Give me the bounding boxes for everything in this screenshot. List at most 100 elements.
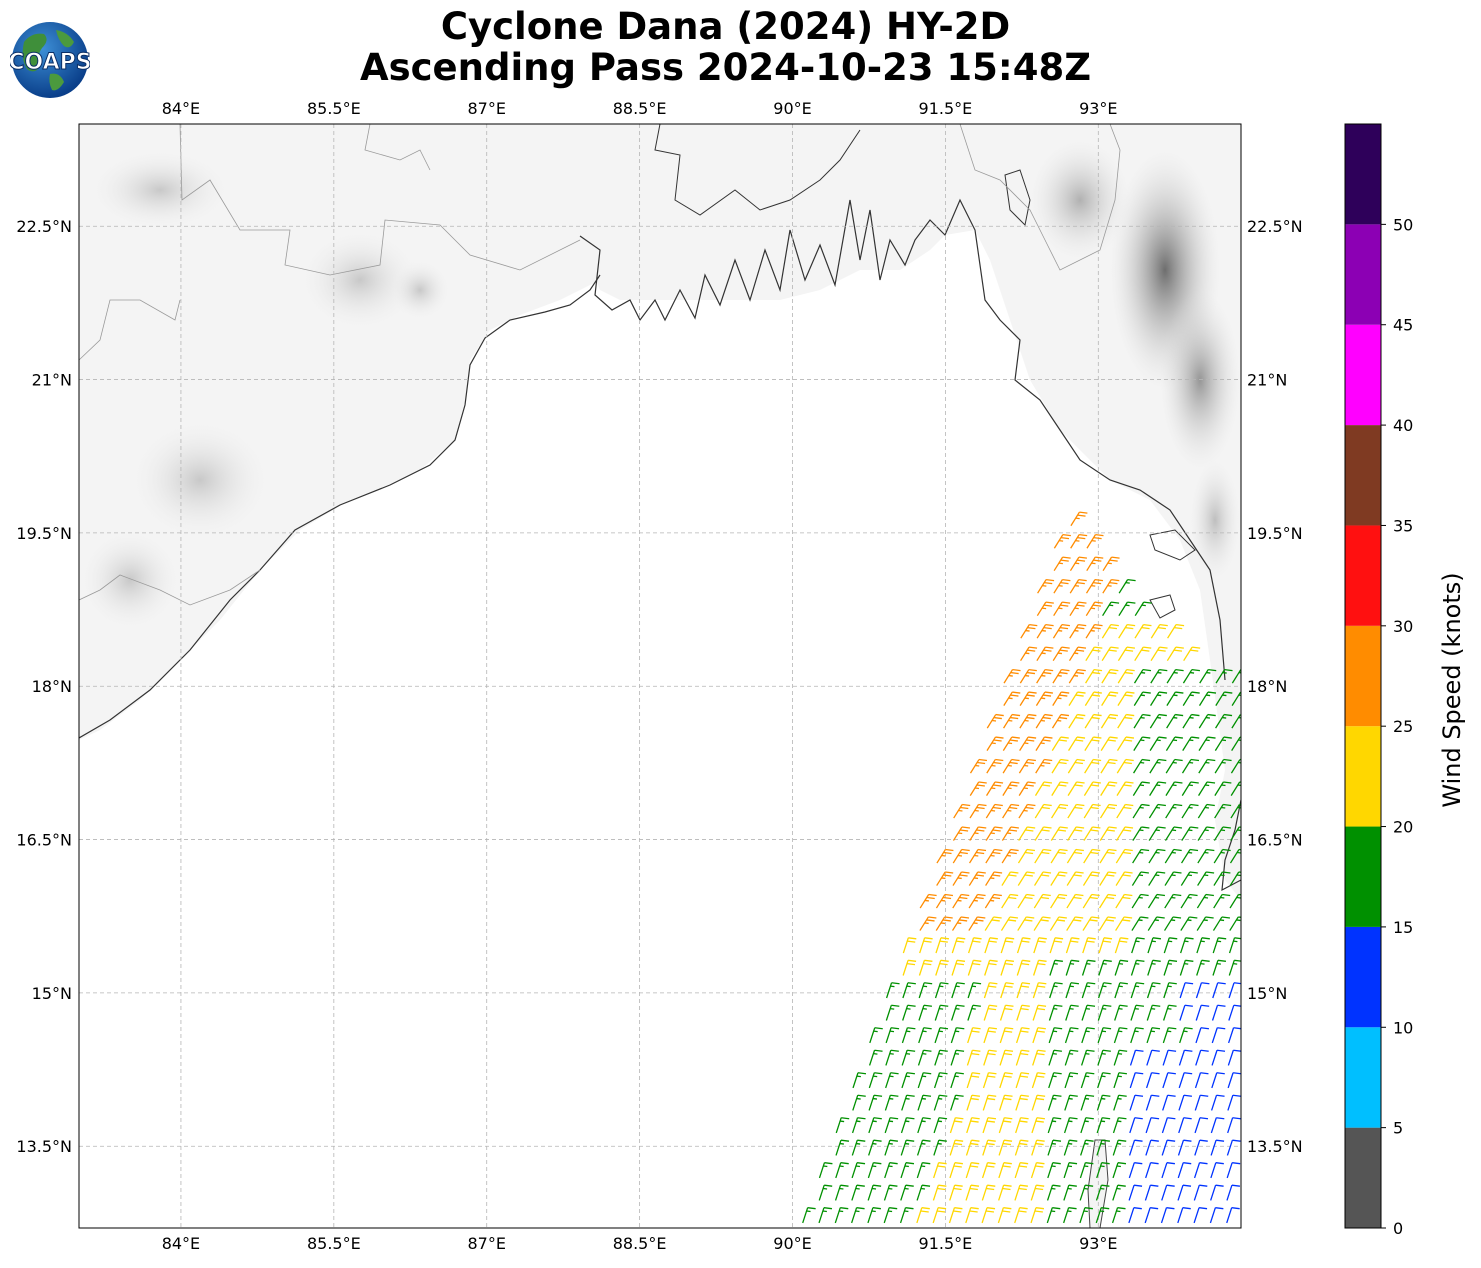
wind-barb <box>802 1207 816 1224</box>
wind-barb <box>1210 1139 1225 1156</box>
wind-barb <box>1016 937 1031 954</box>
wind-barb <box>1116 826 1134 841</box>
wind-barb <box>867 1207 881 1224</box>
wind-barb <box>1051 803 1069 819</box>
wind-barb <box>1162 1027 1177 1044</box>
wind-barb <box>1198 758 1216 774</box>
wind-barb <box>1050 826 1068 841</box>
wind-barb <box>981 1162 996 1179</box>
wind-barb <box>868 1072 883 1089</box>
wind-barb <box>1118 601 1136 617</box>
wind-barb <box>1150 646 1168 662</box>
wind-barb <box>1069 578 1087 594</box>
wind-barb <box>1226 1184 1240 1201</box>
wind-barb <box>998 1162 1012 1179</box>
wind-barb <box>917 1117 931 1134</box>
wind-barb <box>1163 916 1182 931</box>
wind-barb <box>1150 623 1168 639</box>
wind-barb <box>1030 1184 1045 1201</box>
wind-barb <box>1095 1207 1110 1224</box>
wind-barb <box>981 1207 996 1224</box>
wind-barb <box>1085 623 1103 639</box>
wind-barb <box>1051 781 1069 796</box>
wind-barb <box>1085 646 1103 662</box>
wind-barb <box>1000 937 1015 954</box>
wind-barb <box>1033 893 1051 909</box>
wind-barb <box>965 1207 979 1224</box>
wind-barb <box>1194 1094 1209 1111</box>
wind-barb <box>834 1184 849 1201</box>
wind-barb <box>1209 1207 1224 1224</box>
wind-barb <box>1183 646 1201 662</box>
wind-barb <box>1230 758 1241 774</box>
wind-barb <box>965 1139 980 1156</box>
wind-barb <box>1100 713 1118 729</box>
wind-barb <box>1052 623 1070 639</box>
colorbar-bin <box>1345 726 1381 827</box>
wind-barb <box>1051 713 1070 729</box>
wind-barb <box>1178 1117 1192 1134</box>
wind-barb <box>997 1207 1012 1224</box>
wind-barb <box>1114 1004 1128 1021</box>
colorbar-bin <box>1345 324 1381 426</box>
wind-barb <box>1195 1004 1210 1021</box>
wind-barb <box>1052 668 1070 684</box>
colorbar-label: Wind Speed (knots) <box>1438 572 1466 807</box>
wind-barb <box>1081 1027 1095 1044</box>
wind-barb <box>1033 937 1047 954</box>
wind-barb <box>1194 1139 1208 1156</box>
wind-barb <box>1015 1049 1030 1066</box>
wind-barb <box>919 937 933 954</box>
colorbar-bin <box>1345 1027 1381 1128</box>
wind-barb <box>1081 982 1096 999</box>
wind-barb <box>934 982 949 999</box>
wind-barb <box>968 848 987 864</box>
wind-barb <box>1129 1072 1144 1089</box>
wind-barb <box>1003 713 1021 729</box>
colorbar-bin <box>1345 625 1381 727</box>
wind-barb <box>1018 826 1036 841</box>
colorbar-tick-label: 0 <box>1393 1219 1403 1238</box>
wind-barb <box>1067 781 1085 796</box>
wind-barb <box>983 982 998 999</box>
wind-barb <box>1130 1027 1144 1044</box>
wind-barb <box>967 1004 981 1021</box>
wind-barb <box>1118 623 1136 639</box>
wind-barb <box>935 916 953 931</box>
wind-barb <box>918 959 933 976</box>
wind-barb <box>1164 871 1182 886</box>
wind-barb <box>967 937 982 954</box>
wind-barb <box>1181 826 1199 841</box>
wind-barb <box>1032 959 1047 976</box>
wind-barb <box>986 713 1004 729</box>
wind-barb <box>1101 623 1119 639</box>
wind-barb <box>1149 758 1167 774</box>
wind-barb <box>1048 1027 1063 1044</box>
wind-barb <box>983 1049 997 1066</box>
wind-barb <box>1197 826 1215 841</box>
lat-tick-right: 15°N <box>1247 984 1287 1003</box>
wind-barb <box>1047 1117 1062 1134</box>
wind-barb <box>1097 1004 1112 1021</box>
wind-barb <box>1015 1027 1030 1044</box>
wind-barb <box>1019 668 1037 684</box>
wind-barb <box>885 982 900 999</box>
wind-barb <box>1085 578 1104 594</box>
wind-barb <box>986 781 1004 796</box>
wind-barb <box>1128 1184 1143 1201</box>
wind-barb <box>1228 1004 1241 1021</box>
wind-barb <box>1146 1049 1160 1066</box>
wind-barb <box>1179 982 1194 999</box>
wind-barb <box>1030 1162 1045 1179</box>
wind-barb <box>933 1072 948 1089</box>
wind-barb <box>885 1049 899 1066</box>
wind-barb <box>1149 736 1167 751</box>
wind-barb <box>1113 1049 1128 1066</box>
wind-barb <box>884 1117 899 1134</box>
wind-barb <box>1049 916 1067 931</box>
wind-barb <box>1065 1004 1079 1021</box>
island-ramree <box>1149 529 1196 561</box>
wind-barb <box>885 1072 899 1089</box>
wind-barb <box>1213 848 1231 864</box>
